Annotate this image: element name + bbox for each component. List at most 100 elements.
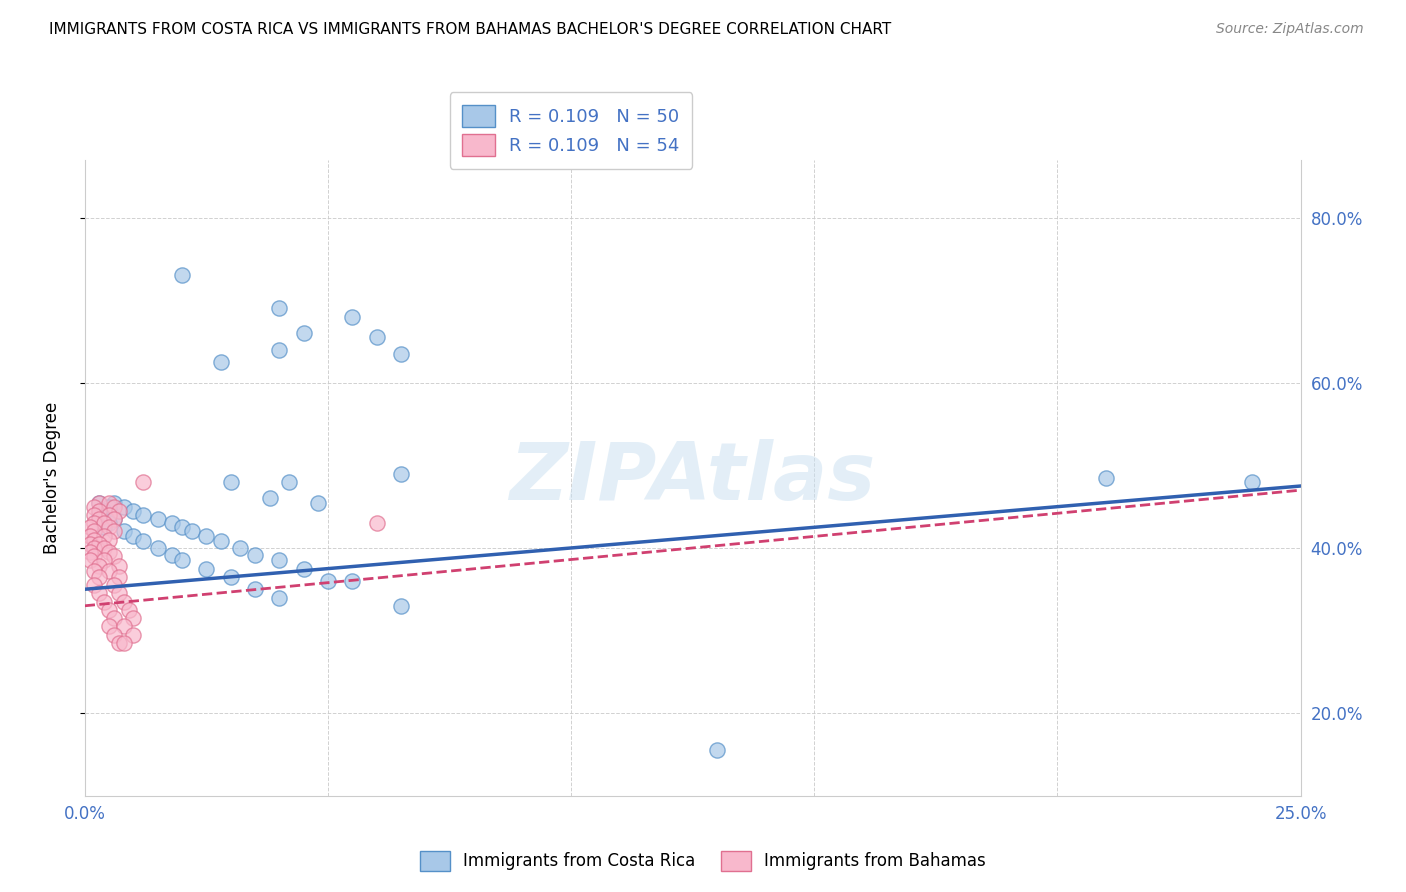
Point <box>89 504 111 518</box>
Point <box>98 495 121 509</box>
Point <box>89 508 111 522</box>
Point <box>269 591 291 605</box>
Point <box>132 534 155 549</box>
Point <box>1095 471 1118 485</box>
Point <box>103 578 125 592</box>
Point <box>269 301 291 316</box>
Point <box>243 548 266 562</box>
Point <box>219 475 242 489</box>
Point <box>209 534 232 549</box>
Point <box>278 475 301 489</box>
Point <box>93 504 115 518</box>
Point <box>98 516 121 531</box>
Point <box>195 528 218 542</box>
Point <box>195 561 218 575</box>
Point <box>132 508 155 522</box>
Point <box>342 574 364 588</box>
Point <box>269 343 291 357</box>
Point <box>103 495 125 509</box>
Point <box>170 553 193 567</box>
Point <box>83 508 105 522</box>
Point <box>89 495 111 509</box>
Point <box>107 586 129 600</box>
Point <box>107 559 129 574</box>
Point <box>162 516 184 531</box>
Point <box>307 495 329 509</box>
Point <box>103 512 125 526</box>
Point <box>219 570 242 584</box>
Point <box>112 594 135 608</box>
Point <box>170 520 193 534</box>
Point <box>389 599 412 613</box>
Point <box>89 512 111 526</box>
Point <box>162 548 184 562</box>
Point <box>98 603 121 617</box>
Point <box>93 528 115 542</box>
Point <box>79 545 101 559</box>
Text: IMMIGRANTS FROM COSTA RICA VS IMMIGRANTS FROM BAHAMAS BACHELOR'S DEGREE CORRELAT: IMMIGRANTS FROM COSTA RICA VS IMMIGRANTS… <box>49 22 891 37</box>
Point <box>103 512 125 526</box>
Point <box>180 524 202 539</box>
Point <box>103 524 125 539</box>
Point <box>389 467 412 481</box>
Point <box>103 611 125 625</box>
Point <box>122 528 145 542</box>
Point <box>89 537 111 551</box>
Point <box>146 541 169 555</box>
Point <box>112 524 135 539</box>
Point <box>122 628 145 642</box>
Point <box>83 541 105 555</box>
Point <box>170 268 193 283</box>
Point <box>93 553 115 567</box>
Point <box>292 561 315 575</box>
Point <box>112 636 135 650</box>
Point <box>83 516 105 531</box>
Point <box>706 743 728 757</box>
Point <box>98 508 121 522</box>
Point <box>112 619 135 633</box>
Point <box>103 549 125 564</box>
Point <box>83 549 105 564</box>
Point <box>1240 475 1263 489</box>
Point <box>79 537 101 551</box>
Point <box>93 594 115 608</box>
Point <box>89 570 111 584</box>
Point <box>83 578 105 592</box>
Point <box>122 611 145 625</box>
Point <box>79 553 101 567</box>
Text: Source: ZipAtlas.com: Source: ZipAtlas.com <box>1216 22 1364 37</box>
Text: ZIPAtlas: ZIPAtlas <box>509 439 876 516</box>
Point <box>209 355 232 369</box>
Point <box>98 619 121 633</box>
Point <box>103 628 125 642</box>
Point <box>93 516 115 531</box>
Point <box>79 520 101 534</box>
Legend: Immigrants from Costa Rica, Immigrants from Bahamas: Immigrants from Costa Rica, Immigrants f… <box>412 842 994 880</box>
Point <box>112 500 135 514</box>
Point <box>366 330 388 344</box>
Point <box>243 582 266 597</box>
Point <box>98 520 121 534</box>
Point <box>83 564 105 578</box>
Point <box>83 500 105 514</box>
Point <box>89 495 111 509</box>
Point <box>83 524 105 539</box>
Point <box>316 574 339 588</box>
Point <box>389 347 412 361</box>
Point <box>93 520 115 534</box>
Point <box>292 326 315 341</box>
Point <box>259 491 281 506</box>
Point <box>117 603 139 617</box>
Point <box>342 310 364 324</box>
Point <box>146 512 169 526</box>
Point <box>229 541 252 555</box>
Point <box>89 559 111 574</box>
Point <box>366 516 388 531</box>
Point <box>269 553 291 567</box>
Point <box>98 564 121 578</box>
Y-axis label: Bachelor's Degree: Bachelor's Degree <box>44 401 60 554</box>
Point <box>107 570 129 584</box>
Point <box>93 541 115 555</box>
Point <box>83 533 105 547</box>
Point <box>107 504 129 518</box>
